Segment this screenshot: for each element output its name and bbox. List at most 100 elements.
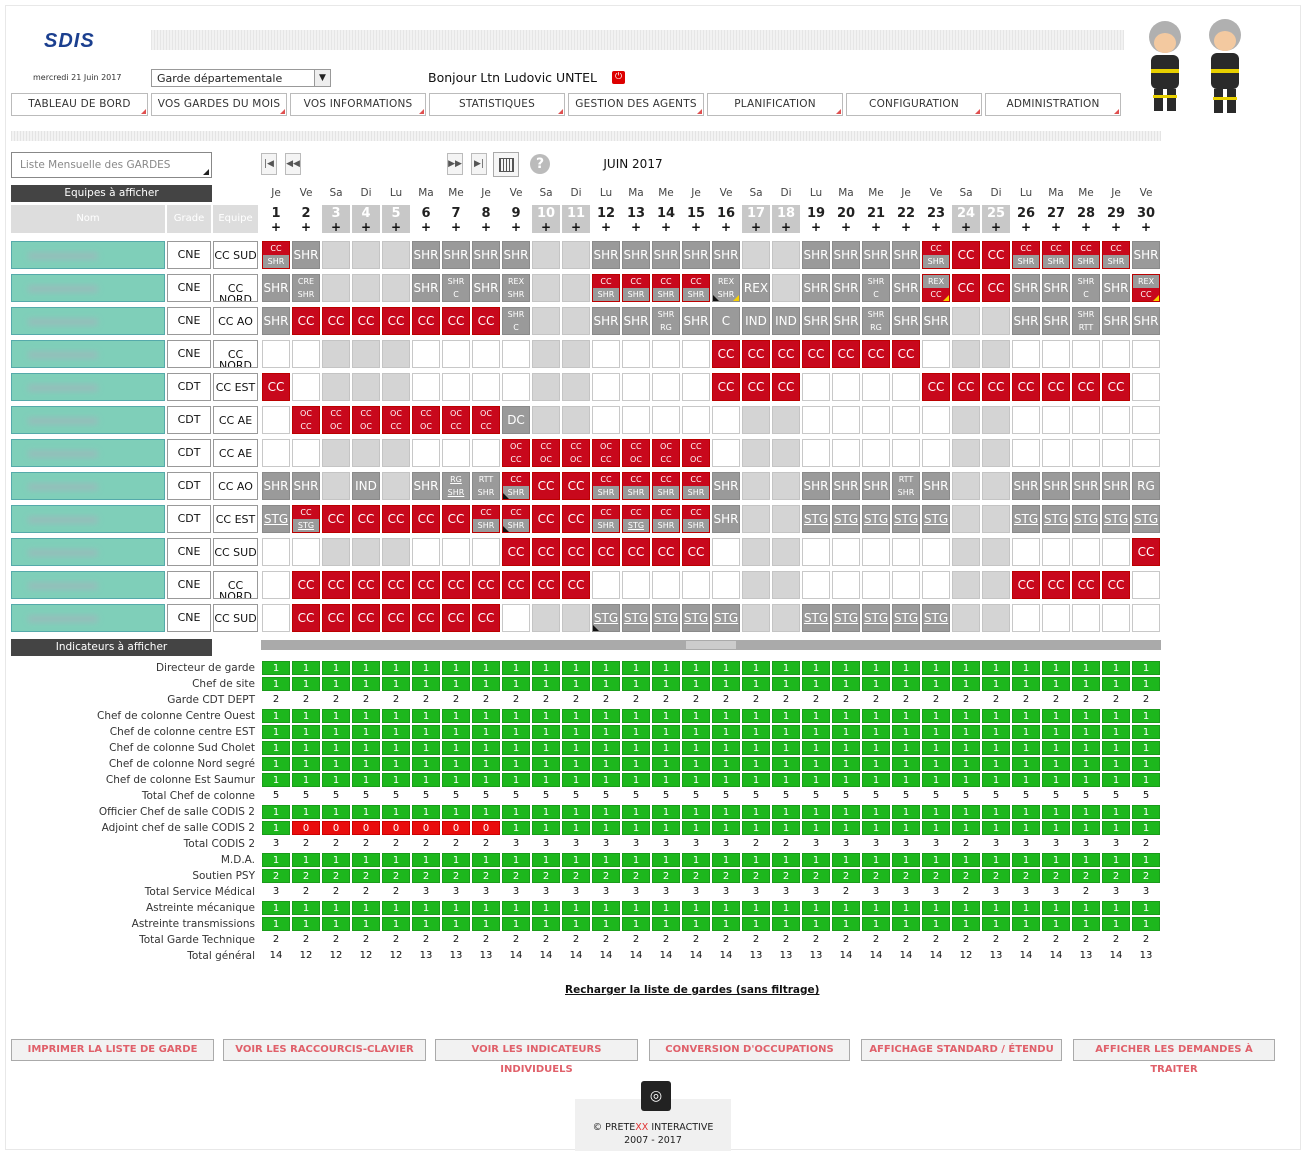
schedule-cell[interactable]: CC [742, 373, 770, 401]
schedule-cell[interactable] [352, 373, 380, 401]
schedule-cell[interactable] [1132, 604, 1160, 632]
schedule-cell[interactable] [592, 406, 620, 434]
schedule-cell[interactable] [472, 538, 500, 566]
schedule-cell[interactable]: DC [502, 406, 530, 434]
schedule-cell[interactable] [622, 340, 650, 368]
day-number[interactable]: 12 + [592, 205, 620, 233]
schedule-cell[interactable]: SHR [262, 274, 290, 302]
schedule-cell[interactable] [1102, 439, 1130, 467]
schedule-cell[interactable] [322, 472, 350, 500]
schedule-cell[interactable] [262, 571, 290, 599]
schedule-cell[interactable]: SHR [262, 307, 290, 335]
schedule-cell[interactable]: SHR [1132, 307, 1160, 335]
add-icon[interactable]: + [720, 220, 732, 234]
schedule-cell[interactable]: CC [652, 538, 680, 566]
schedule-cell[interactable]: IND [352, 472, 380, 500]
schedule-cell[interactable]: CC [742, 340, 770, 368]
schedule-cell[interactable] [952, 307, 980, 335]
schedule-cell[interactable] [502, 373, 530, 401]
sdis-logo[interactable]: SDIS [42, 20, 122, 65]
schedule-cell[interactable] [532, 604, 560, 632]
schedule-cell[interactable]: CC SHR [502, 472, 530, 500]
schedule-cell[interactable] [952, 571, 980, 599]
agent-name[interactable] [11, 571, 165, 599]
day-number[interactable]: 16 + [712, 205, 740, 233]
schedule-cell[interactable]: CC [592, 538, 620, 566]
agent-name[interactable] [11, 604, 165, 632]
schedule-cell[interactable]: CC [322, 604, 350, 632]
schedule-cell[interactable] [472, 439, 500, 467]
schedule-cell[interactable] [382, 439, 410, 467]
schedule-cell[interactable] [772, 538, 800, 566]
schedule-cell[interactable]: SHR [1042, 307, 1070, 335]
schedule-cell[interactable]: CC [442, 307, 470, 335]
schedule-cell[interactable]: CC OC [352, 406, 380, 434]
schedule-cell[interactable]: SHR [892, 307, 920, 335]
schedule-cell[interactable] [802, 439, 830, 467]
nav-item-5[interactable]: GESTION DES AGENTS [568, 93, 704, 116]
add-icon[interactable]: + [750, 220, 762, 234]
schedule-cell[interactable]: CC [532, 538, 560, 566]
add-icon[interactable]: + [600, 220, 612, 234]
day-number[interactable]: 9 + [502, 205, 530, 233]
schedule-cell[interactable]: CC [712, 340, 740, 368]
schedule-cell[interactable] [772, 505, 800, 533]
schedule-cell[interactable]: STG [622, 604, 650, 632]
agent-name[interactable] [11, 472, 165, 500]
schedule-cell[interactable] [1042, 340, 1070, 368]
schedule-cell[interactable]: SHR [1012, 472, 1040, 500]
schedule-cell[interactable] [802, 538, 830, 566]
schedule-cell[interactable]: CC [562, 505, 590, 533]
schedule-cell[interactable] [532, 340, 560, 368]
schedule-cell[interactable]: SHR [682, 241, 710, 269]
schedule-cell[interactable] [712, 538, 740, 566]
schedule-cell[interactable] [592, 373, 620, 401]
schedule-cell[interactable]: CC [292, 307, 320, 335]
schedule-cell[interactable] [412, 373, 440, 401]
schedule-cell[interactable] [1132, 340, 1160, 368]
schedule-cell[interactable] [1042, 538, 1070, 566]
schedule-cell[interactable]: CC [382, 571, 410, 599]
prev-month-button[interactable]: ◀◀ [285, 153, 301, 175]
schedule-cell[interactable]: CC [622, 538, 650, 566]
schedule-cell[interactable] [772, 406, 800, 434]
schedule-cell[interactable]: SHR C [862, 274, 890, 302]
schedule-cell[interactable]: SHR [1042, 274, 1070, 302]
day-number[interactable]: 10 + [532, 205, 560, 233]
schedule-cell[interactable] [982, 439, 1010, 467]
schedule-cell[interactable] [742, 505, 770, 533]
schedule-cell[interactable] [892, 538, 920, 566]
schedule-cell[interactable] [982, 505, 1010, 533]
schedule-cell[interactable]: CC [982, 241, 1010, 269]
schedule-cell[interactable] [1132, 571, 1160, 599]
schedule-cell[interactable] [262, 604, 290, 632]
schedule-cell[interactable] [532, 307, 560, 335]
schedule-cell[interactable] [862, 406, 890, 434]
schedule-cell[interactable] [742, 571, 770, 599]
schedule-cell[interactable]: CC [562, 538, 590, 566]
schedule-cell[interactable]: STG [1132, 505, 1160, 533]
bottom-button-6[interactable]: AFFICHER LES DEMANDES À TRAITER [1073, 1039, 1275, 1075]
schedule-cell[interactable] [952, 472, 980, 500]
agent-name[interactable] [11, 439, 165, 467]
day-number[interactable]: 29 + [1102, 205, 1130, 233]
schedule-cell[interactable]: SHR RTT [1072, 307, 1100, 335]
schedule-cell[interactable] [412, 439, 440, 467]
schedule-cell[interactable]: SHR [832, 307, 860, 335]
schedule-cell[interactable] [742, 472, 770, 500]
schedule-cell[interactable] [652, 406, 680, 434]
schedule-cell[interactable] [1012, 439, 1040, 467]
schedule-cell[interactable]: SHR [262, 472, 290, 500]
add-icon[interactable]: + [540, 220, 552, 234]
schedule-cell[interactable] [982, 571, 1010, 599]
agent-name[interactable] [11, 241, 165, 269]
schedule-cell[interactable]: SHR RG [862, 307, 890, 335]
schedule-cell[interactable] [622, 406, 650, 434]
schedule-cell[interactable]: CC SHR [262, 241, 290, 269]
schedule-cell[interactable] [982, 406, 1010, 434]
schedule-cell[interactable]: SHR [472, 274, 500, 302]
garde-select[interactable]: Garde départementale ▼ [151, 69, 331, 87]
schedule-cell[interactable] [562, 241, 590, 269]
schedule-cell[interactable] [682, 406, 710, 434]
schedule-cell[interactable] [1042, 439, 1070, 467]
